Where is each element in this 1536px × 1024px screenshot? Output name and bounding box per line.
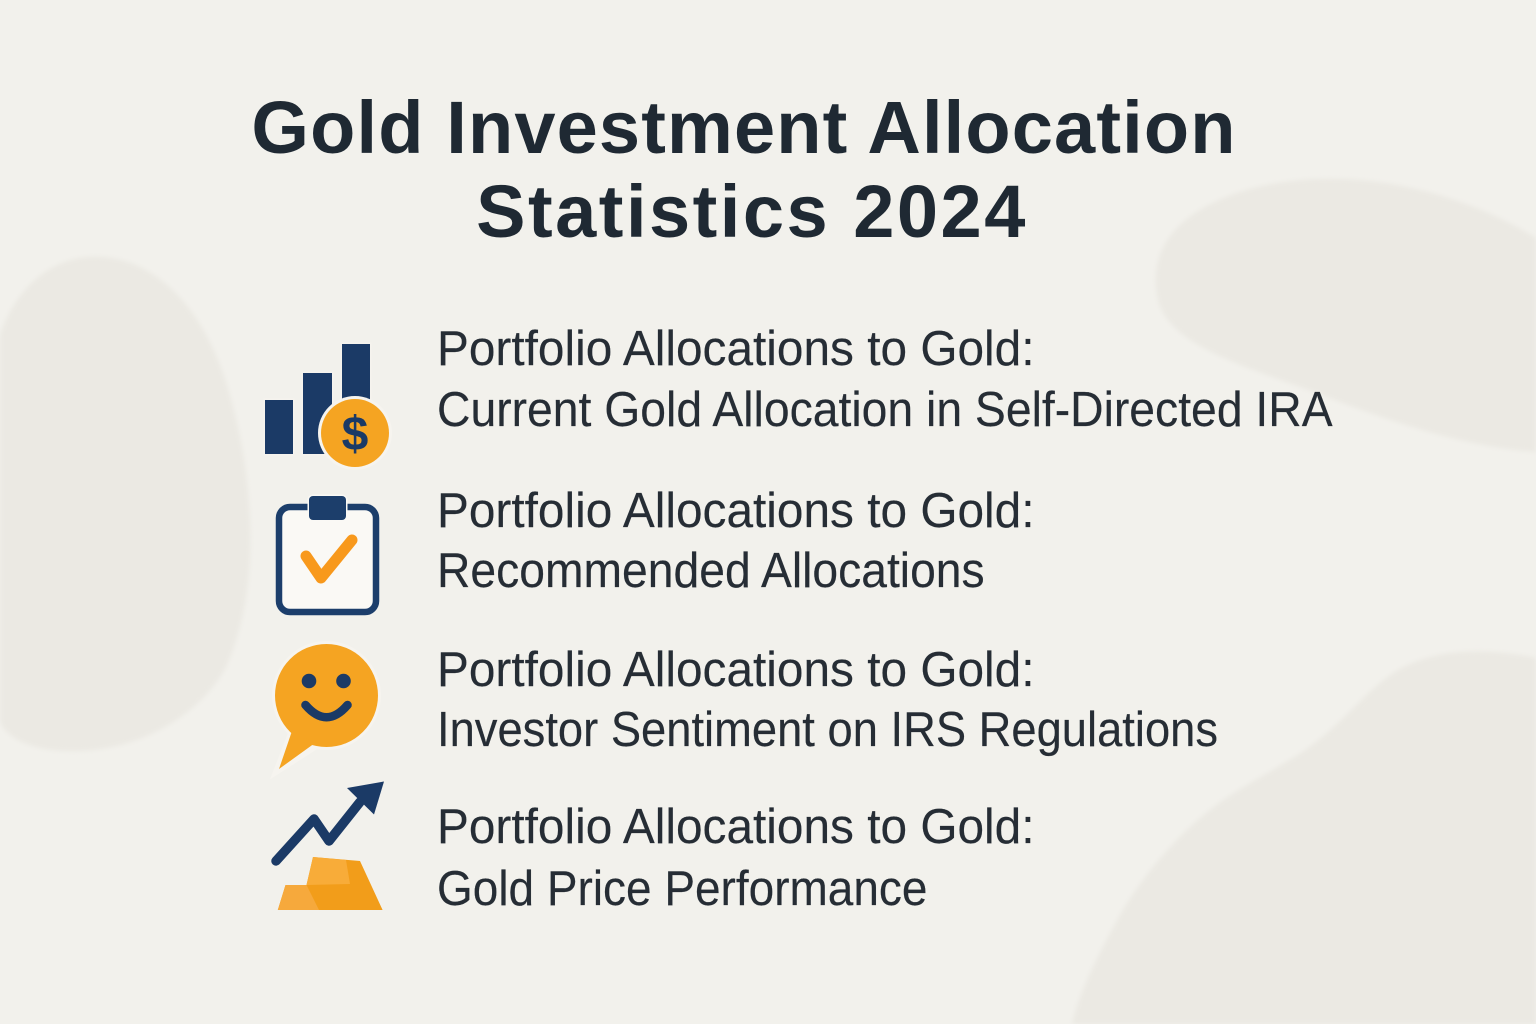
svg-text:$: $ <box>342 408 369 461</box>
